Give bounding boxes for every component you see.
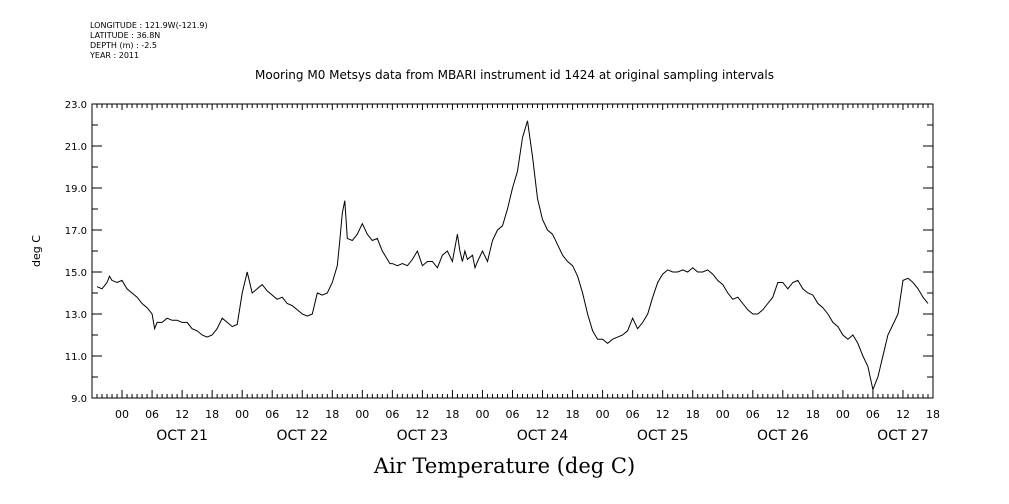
y-tick-label: 15.0 — [65, 268, 87, 279]
y-tick-label: 11.0 — [65, 352, 87, 363]
x-axis: 00 06 12 18 00 06 12 18 00 06 12 18 00 06 12 18 00 06 12 18… — [91, 104, 940, 444]
bottom-title: Air Temperature (deg C) — [373, 454, 636, 478]
x-hour-tick-label: 18 — [806, 408, 820, 421]
x-hour-tick-label: 00 — [355, 408, 369, 421]
x-hour-tick-label: 18 — [205, 408, 219, 421]
x-hour-tick-label: 00 — [596, 408, 610, 421]
x-hour-tick-label: 12 — [776, 408, 790, 421]
x-hour-tick-label: 18 — [926, 408, 940, 421]
y-tick-label: 17.0 — [65, 226, 87, 237]
longitude-label: LONGITUDE : 121.9W(-121.9) — [90, 21, 208, 30]
x-hour-tick-label: 06 — [866, 408, 880, 421]
x-day-label: OCT 22 — [276, 428, 328, 444]
x-hour-tick-label: 00 — [716, 408, 730, 421]
y-tick-label: 9.0 — [71, 394, 87, 405]
x-hour-tick-label: 06 — [145, 408, 159, 421]
y-tick-label: 23.0 — [65, 100, 87, 111]
y-axis-label: deg C — [30, 235, 43, 267]
latitude-label: LATITUDE : 36.8N — [90, 31, 161, 40]
x-hour-tick-label: 06 — [506, 408, 520, 421]
x-hour-tick-label: 18 — [686, 408, 700, 421]
x-hour-tick-label: 06 — [385, 408, 399, 421]
x-day-label: OCT 24 — [517, 428, 569, 444]
x-hour-tick-label: 12 — [295, 408, 309, 421]
x-hour-tick-label: 00 — [836, 408, 850, 421]
chart-title: Mooring M0 Metsys data from MBARI instru… — [255, 68, 774, 82]
plot-frame — [91, 103, 934, 399]
x-hour-tick-label: 18 — [325, 408, 339, 421]
y-tick-label: 21.0 — [65, 142, 87, 153]
x-day-label: OCT 21 — [156, 428, 208, 444]
x-hour-tick-label: 00 — [475, 408, 489, 421]
x-hour-tick-label: 12 — [536, 408, 550, 421]
y-tick-label: 19.0 — [65, 184, 87, 195]
x-hour-tick-label: 00 — [235, 408, 249, 421]
metadata-block: LONGITUDE : 121.9W(-121.9) LATITUDE : 36… — [90, 21, 208, 61]
x-hour-tick-label: 18 — [566, 408, 580, 421]
x-day-label: OCT 27 — [877, 428, 929, 444]
x-hour-tick-label: 00 — [115, 408, 129, 421]
x-day-label: OCT 23 — [397, 428, 449, 444]
x-hour-tick-label: 12 — [415, 408, 429, 421]
x-hour-tick-label: 06 — [265, 408, 279, 421]
y-tick-label: 13.0 — [65, 310, 87, 321]
x-hour-tick-label: 06 — [746, 408, 760, 421]
y-axis: 9.0 11.0 13.0 15.0 17.0 19.0 21.0 23.0 — [65, 100, 933, 405]
air-temperature-series-line — [96, 120, 929, 392]
x-hour-tick-label: 18 — [445, 408, 459, 421]
year-label: YEAR : 2011 — [90, 51, 140, 60]
depth-label: DEPTH (m) : -2.5 — [90, 41, 157, 50]
x-day-label: OCT 25 — [637, 428, 689, 444]
x-hour-tick-label: 12 — [175, 408, 189, 421]
x-day-label: OCT 26 — [757, 428, 809, 444]
x-hour-tick-label: 12 — [896, 408, 910, 421]
x-hour-tick-label: 06 — [626, 408, 640, 421]
x-hour-tick-label: 12 — [656, 408, 670, 421]
